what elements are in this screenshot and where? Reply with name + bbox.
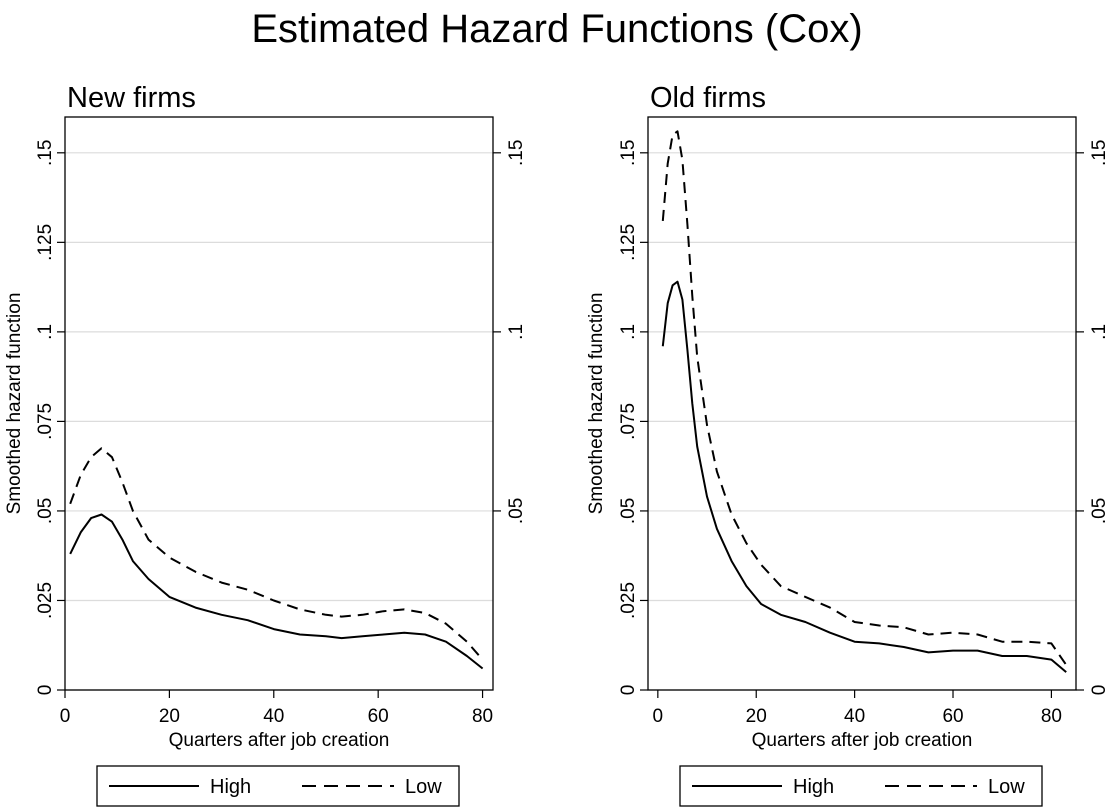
x-tick-label: 0 xyxy=(60,706,71,727)
panel-title: New firms xyxy=(67,82,196,114)
right-y-tick-label: .05 xyxy=(1089,498,1110,524)
x-tick-label: 80 xyxy=(1041,706,1062,727)
series-line-low xyxy=(69,447,484,661)
x-tick-label: 20 xyxy=(159,706,180,727)
plot-frame xyxy=(64,116,494,691)
y-tick-label: .075 xyxy=(35,403,56,440)
y-tick-label: .05 xyxy=(618,498,639,524)
series-line-high xyxy=(69,513,484,670)
panel-new-firms: New firms 0 .025 .05 .075 .1 .125 .15 .05 .1 .15 0 2… xyxy=(4,82,527,807)
right-y-tick-label: .15 xyxy=(506,140,527,166)
panel-old-firms: Old firms 0 .025 .05 .075 .1 .125 .15 0 .05 .1 .15 0… xyxy=(586,82,1110,807)
right-y-tick-label: .1 xyxy=(1089,324,1110,340)
panel-title: Old firms xyxy=(650,82,766,114)
legend-label: Low xyxy=(988,776,1025,798)
y-tick-label: .15 xyxy=(35,140,56,166)
right-y-tick-label: .15 xyxy=(1089,140,1110,166)
series-line-high xyxy=(661,280,1067,673)
right-y-tick-label: .05 xyxy=(506,498,527,524)
y-tick-label: .025 xyxy=(35,582,56,619)
y-axis-label: Smoothed hazard function xyxy=(4,293,25,515)
legend-label: Low xyxy=(405,776,442,798)
y-tick-label: .1 xyxy=(618,324,639,340)
x-axis-label: Quarters after job creation xyxy=(752,730,973,751)
x-tick-label: 60 xyxy=(368,706,389,727)
x-tick-label: 40 xyxy=(844,706,865,727)
y-tick-label: .025 xyxy=(618,582,639,619)
legend-label: High xyxy=(793,776,834,798)
x-axis-label: Quarters after job creation xyxy=(169,730,390,751)
y-tick-label: 0 xyxy=(35,685,56,696)
x-tick-label: 60 xyxy=(942,706,963,727)
x-tick-label: 40 xyxy=(263,706,284,727)
right-y-tick-label: 0 xyxy=(1089,685,1110,696)
figure-title: Estimated Hazard Functions (Cox) xyxy=(251,7,862,51)
x-tick-label: 80 xyxy=(472,706,493,727)
x-tick-label: 20 xyxy=(746,706,767,727)
y-tick-label: .125 xyxy=(618,224,639,261)
right-y-tick-label: .1 xyxy=(506,324,527,340)
y-tick-label: 0 xyxy=(618,685,639,696)
plot-frame xyxy=(647,116,1077,691)
y-tick-label: .15 xyxy=(618,140,639,166)
series-line-low xyxy=(661,130,1068,666)
y-axis-label: Smoothed hazard function xyxy=(586,293,607,515)
y-tick-label: .05 xyxy=(35,498,56,524)
y-tick-label: .125 xyxy=(35,224,56,261)
x-tick-label: 0 xyxy=(653,706,664,727)
legend-label: High xyxy=(210,776,251,798)
y-tick-label: .075 xyxy=(618,403,639,440)
y-tick-label: .1 xyxy=(35,324,56,340)
